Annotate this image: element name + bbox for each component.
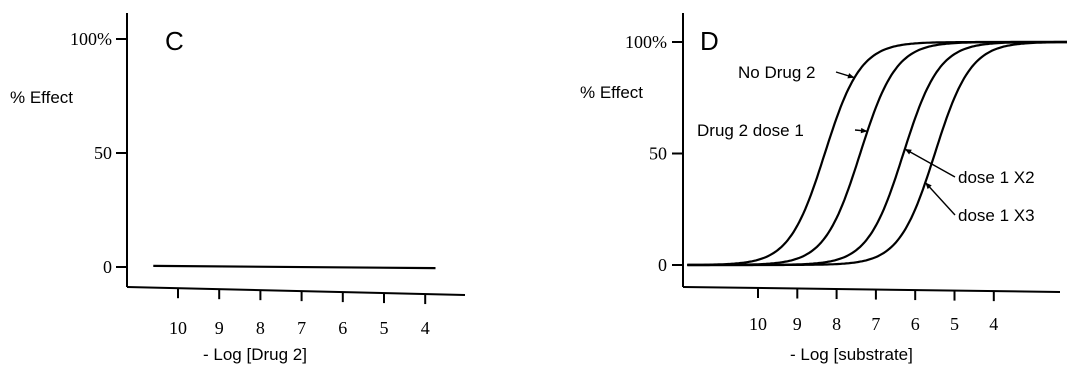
x-tick-label: 7 bbox=[297, 318, 306, 338]
y-axis-label-c: % Effect bbox=[10, 88, 73, 107]
annotation-arrow bbox=[924, 182, 956, 216]
x-axis-c bbox=[126, 286, 466, 296]
curve-annotation-label: Drug 2 dose 1 bbox=[697, 121, 804, 140]
x-tick-label: 10 bbox=[749, 314, 767, 334]
y-tick-label: 0 bbox=[103, 257, 112, 277]
y-tick-label: 0 bbox=[658, 255, 667, 275]
x-axis-label-d: - Log [substrate] bbox=[790, 345, 913, 364]
arrowhead bbox=[847, 73, 855, 79]
chart-panel-d: D % Effect - Log [substrate] 0 50 100% 10 9… bbox=[580, 13, 1067, 364]
curve-annotation-label: dose 1 X3 bbox=[958, 206, 1035, 225]
x-tick-label: 6 bbox=[338, 318, 347, 338]
y-axis-label-d: % Effect bbox=[580, 83, 643, 102]
dose-response-curve bbox=[687, 40, 1067, 267]
x-tick-label: 9 bbox=[793, 314, 802, 334]
x-tick-label: 8 bbox=[256, 318, 265, 338]
x-tick-label: 7 bbox=[871, 314, 880, 334]
x-tick-label: 4 bbox=[421, 318, 430, 338]
panel-letter-c: C bbox=[165, 26, 184, 56]
x-tick-label: 4 bbox=[989, 314, 998, 334]
x-tick-label: 5 bbox=[950, 314, 959, 334]
y-tick-label: 50 bbox=[94, 143, 112, 163]
arrowhead bbox=[860, 127, 868, 134]
annotation-arrow bbox=[904, 148, 956, 178]
arrowhead bbox=[925, 182, 932, 190]
y-tick-label: 100% bbox=[70, 29, 112, 49]
x-axis-d bbox=[682, 286, 1061, 293]
arrowhead bbox=[904, 149, 912, 155]
x-tick-label: 10 bbox=[169, 318, 187, 338]
x-tick-label: 6 bbox=[911, 314, 920, 334]
series-line bbox=[153, 264, 436, 270]
y-tick-label: 100% bbox=[625, 32, 667, 52]
x-tick-label: 8 bbox=[832, 314, 841, 334]
x-axis-label-c: - Log [Drug 2] bbox=[203, 345, 307, 364]
y-tick-label: 50 bbox=[649, 144, 667, 164]
panel-letter-d: D bbox=[700, 26, 719, 56]
x-tick-label: 5 bbox=[380, 318, 389, 338]
curve-annotation-label: dose 1 X2 bbox=[958, 168, 1035, 187]
curve-annotation-label: No Drug 2 bbox=[738, 63, 815, 82]
x-tick-label: 9 bbox=[215, 318, 224, 338]
chart-panel-c: C % Effect - Log [Drug 2] 0 50 100% 10 9 8 7 6… bbox=[10, 13, 466, 364]
